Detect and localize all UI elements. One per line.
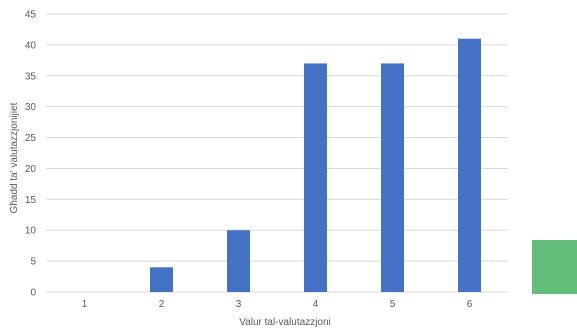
- green-status-block: [532, 240, 577, 294]
- y-tick-labels: 0 5 10 15 20 25 30 35 40 45: [25, 10, 37, 299]
- x-tick-labels: 1 2 3 4 5 6: [82, 299, 473, 310]
- y-tick-label: 30: [25, 102, 37, 113]
- x-tick-label: 2: [159, 299, 165, 310]
- bar-6: [458, 38, 481, 292]
- y-tick-label: 45: [25, 10, 37, 21]
- y-tick-label: 5: [30, 257, 36, 268]
- x-axis-title: Valur tal-valutazzjoni: [239, 317, 331, 328]
- y-tick-label: 35: [25, 71, 37, 82]
- y-tick-label: 15: [25, 195, 37, 206]
- x-tick-label: 6: [467, 299, 473, 310]
- bar-2: [150, 267, 173, 292]
- bar-4: [304, 63, 327, 292]
- x-tick-label: 1: [82, 299, 88, 310]
- x-tick-label: 4: [313, 299, 319, 310]
- x-tick-label: 5: [390, 299, 396, 310]
- x-tick-label: 3: [236, 299, 242, 310]
- y-tick-label: 20: [25, 164, 37, 175]
- gridlines: [46, 13, 508, 293]
- bars: [150, 38, 481, 292]
- y-axis-title: Għadd ta' valutazzjonijiet: [9, 102, 20, 213]
- y-tick-label: 0: [30, 288, 36, 299]
- bar-3: [227, 230, 250, 292]
- y-tick-label: 25: [25, 133, 37, 144]
- y-tick-label: 10: [25, 226, 37, 237]
- bar-5: [381, 63, 404, 292]
- y-tick-label: 40: [25, 40, 37, 51]
